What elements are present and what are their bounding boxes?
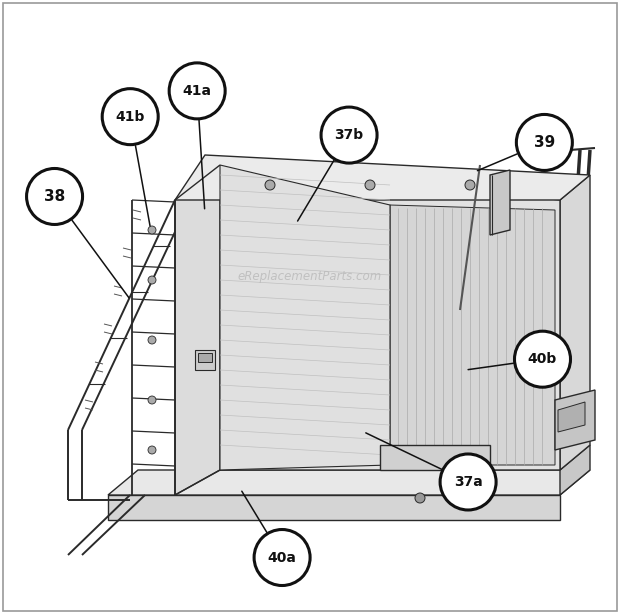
Text: 37a: 37a	[454, 475, 482, 489]
Circle shape	[148, 336, 156, 344]
Polygon shape	[220, 165, 390, 470]
Circle shape	[415, 493, 425, 503]
Polygon shape	[560, 445, 590, 495]
Polygon shape	[555, 390, 595, 450]
Text: 40a: 40a	[268, 551, 296, 564]
Polygon shape	[380, 445, 490, 470]
Polygon shape	[490, 170, 510, 235]
Polygon shape	[108, 495, 560, 520]
Circle shape	[148, 396, 156, 404]
Text: 40b: 40b	[528, 352, 557, 366]
Text: 41b: 41b	[115, 110, 145, 123]
Circle shape	[148, 276, 156, 284]
Text: 38: 38	[44, 189, 65, 204]
Circle shape	[465, 180, 475, 190]
Polygon shape	[175, 155, 590, 200]
Circle shape	[102, 88, 158, 145]
Text: 37b: 37b	[335, 128, 363, 142]
Polygon shape	[198, 353, 212, 362]
Circle shape	[365, 180, 375, 190]
Text: eReplacementParts.com: eReplacementParts.com	[238, 270, 382, 283]
Circle shape	[516, 114, 572, 171]
Polygon shape	[390, 205, 555, 465]
Circle shape	[27, 168, 82, 225]
Circle shape	[321, 107, 377, 163]
Polygon shape	[108, 470, 590, 495]
Text: 41a: 41a	[183, 84, 211, 98]
Circle shape	[169, 63, 225, 119]
Polygon shape	[560, 175, 590, 470]
Polygon shape	[558, 402, 585, 432]
Circle shape	[440, 454, 496, 510]
Circle shape	[455, 493, 465, 503]
Polygon shape	[195, 350, 215, 370]
Circle shape	[515, 331, 570, 387]
Circle shape	[148, 226, 156, 234]
Polygon shape	[220, 165, 560, 470]
Polygon shape	[175, 165, 220, 495]
Circle shape	[254, 529, 310, 586]
Circle shape	[265, 180, 275, 190]
Circle shape	[148, 446, 156, 454]
Text: 39: 39	[534, 135, 555, 150]
